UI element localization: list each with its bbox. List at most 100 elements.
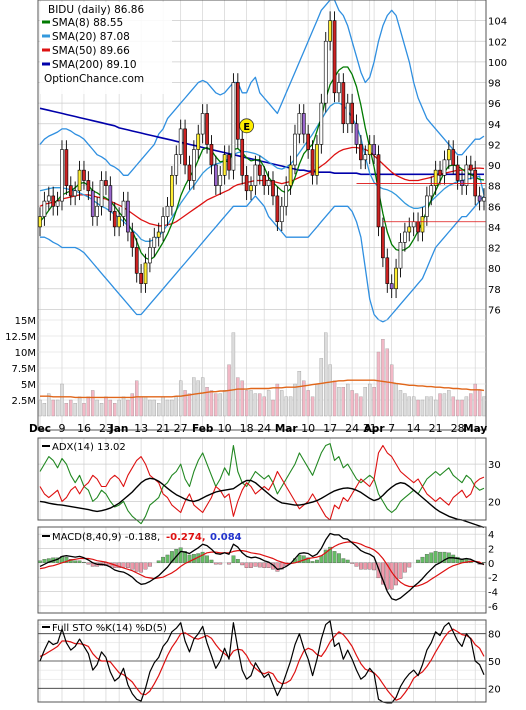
candle-body (68, 185, 73, 197)
candle-body (293, 133, 297, 166)
macd-histogram-value: 0.084 (210, 532, 242, 543)
macd-histogram-bar (156, 560, 161, 563)
volume-average-line (40, 379, 485, 399)
macd-frame (37, 526, 487, 614)
x-tick-label: 7 (388, 422, 395, 435)
candle-body (148, 247, 152, 264)
volume-bar (99, 403, 104, 417)
candle-body (222, 154, 227, 176)
candle-body (95, 205, 99, 217)
candle-body (310, 149, 315, 176)
volume-bar (315, 383, 319, 417)
candle-body (376, 154, 381, 228)
macd-histogram-bar (178, 547, 183, 563)
volume-bar (455, 399, 460, 417)
candle-body (200, 113, 205, 135)
macd-tick-label: -6 (488, 602, 498, 613)
candle-body (51, 195, 56, 207)
volume-bar (372, 387, 376, 417)
volume-bar (460, 399, 464, 417)
candle-body (253, 164, 258, 186)
volume-bar (130, 393, 135, 417)
candle-body (468, 164, 473, 171)
candle-body (90, 190, 95, 217)
volume-bar (236, 377, 240, 417)
volume-bar (117, 399, 121, 417)
volume-bar (170, 399, 174, 417)
adx-tick-label: 30 (488, 460, 501, 471)
macd-tick-label: -2 (488, 573, 498, 584)
candle-body (306, 133, 310, 150)
candle-body (60, 149, 64, 202)
sto-tick-label: 80 (488, 630, 501, 641)
volume-bar (368, 383, 372, 417)
macd-histogram-bar (451, 554, 456, 563)
candle-body (403, 231, 407, 243)
volume-bar (214, 393, 218, 417)
volume-bar (425, 396, 429, 417)
candle-body (367, 144, 372, 155)
macd-histogram-bar (345, 559, 350, 563)
candle-body (319, 102, 324, 145)
candle-body (42, 200, 47, 217)
candle-body (284, 185, 289, 207)
candle-body (187, 164, 192, 181)
volume-bar (438, 393, 442, 417)
x-tick-label: 24 (257, 422, 271, 435)
macd-histogram-bar (240, 562, 245, 566)
macd-histogram-bar (169, 551, 174, 563)
macd-histogram-bar (367, 562, 372, 570)
macd-histogram-bar (187, 554, 192, 563)
candle-body (332, 20, 337, 94)
candle-body (209, 144, 214, 166)
price-tick-label: 100 (488, 58, 507, 69)
volume-bar (86, 396, 91, 417)
candle-body (363, 154, 368, 161)
candle-body (55, 200, 60, 207)
volume-bar (253, 393, 258, 417)
candle-body (139, 272, 143, 284)
x-tick-label: 21 (156, 422, 170, 435)
volume-bar (398, 390, 403, 417)
plus-di-line (39, 443, 485, 525)
sto-panel: 20 50 80 Full STO %K(14) %D(5) (37, 619, 501, 704)
candle-body (420, 216, 425, 233)
volume-bar (332, 380, 337, 417)
candle-body (73, 190, 78, 197)
macd-histogram-bar (372, 562, 377, 571)
volume-bar (451, 396, 455, 417)
volume-bar (82, 403, 86, 417)
candle-body (451, 149, 456, 166)
volume-bar (91, 390, 95, 417)
x-tick-label: 24 (345, 422, 359, 435)
x-tick-label: May (463, 423, 487, 435)
candle-body (389, 283, 394, 290)
volume-bar (126, 399, 130, 417)
macd-line (39, 532, 485, 601)
macd-histogram-bar (328, 546, 333, 563)
volume-bar (183, 390, 187, 417)
volume-bar (288, 396, 293, 417)
volume-bar (280, 390, 284, 417)
macd-histogram-bar (64, 556, 69, 563)
macd-histogram-bar (227, 562, 231, 565)
candle-body (279, 205, 284, 223)
bollinger-upper-line (39, 0, 485, 176)
macd-tick-label: 4 (488, 530, 494, 541)
candle-body (183, 128, 187, 166)
volume-bar (363, 387, 367, 417)
volume-bar (407, 396, 411, 417)
macd-tick-label: 0 (488, 559, 494, 570)
volume-bar (200, 377, 205, 417)
volume-tick-label: 12.5M (5, 332, 36, 343)
macd-histogram-bar (139, 562, 144, 573)
macd-histogram-bar (82, 561, 86, 563)
candle-body (455, 164, 460, 181)
volume-bar (394, 383, 398, 417)
volume-bar (341, 387, 346, 417)
price-tick-label: 84 (488, 223, 501, 234)
sto-tick-label: 20 (488, 684, 501, 695)
macd-histogram-bar (315, 559, 319, 563)
volume-bar (420, 399, 425, 417)
